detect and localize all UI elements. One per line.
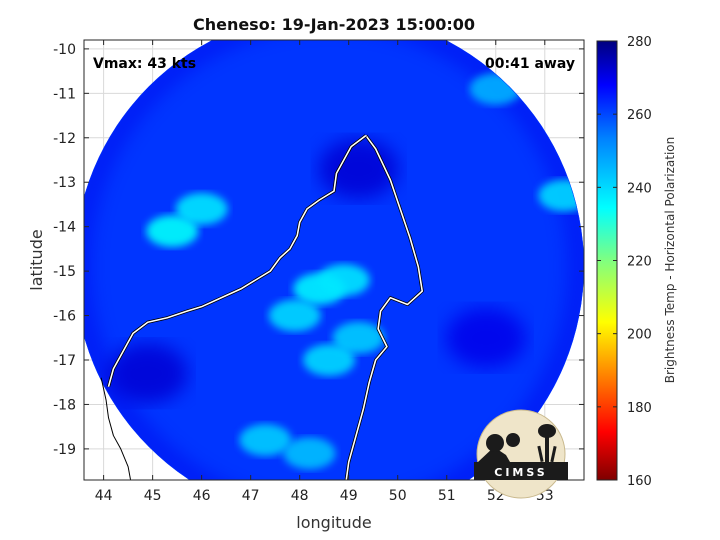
coastline-west <box>107 134 367 387</box>
colorbar-tick-label: 160 <box>627 474 652 489</box>
time-away-annotation: 00:41 away <box>485 56 575 72</box>
cold-feature <box>239 424 292 456</box>
y-axis-ticks: -10 -11 -12 -13 -14 -15 -16 -17 -18 -19 <box>53 42 584 458</box>
warm-feature <box>445 307 526 368</box>
colorbar-tick-label: 180 <box>627 401 652 416</box>
chart-title: Cheneso: 19-Jan-2023 15:00:00 <box>193 15 475 34</box>
coastline-east <box>345 135 424 480</box>
y-tick-label: -17 <box>53 353 76 369</box>
y-axis-label: latitude <box>27 229 46 290</box>
colorbar-tick-label: 260 <box>627 108 652 123</box>
vmax-annotation: Vmax: 43 kts <box>93 56 196 72</box>
y-tick-label: -16 <box>53 309 76 325</box>
swath-rim <box>84 40 584 480</box>
y-tick-label: -14 <box>53 220 76 236</box>
x-tick-label: 46 <box>193 488 211 504</box>
logo-text: CIMSS <box>494 466 547 479</box>
swath-background <box>84 40 584 480</box>
coastline <box>100 134 424 480</box>
y-tick-label: -12 <box>53 131 76 147</box>
x-tick-label: 44 <box>95 488 113 504</box>
x-tick-label: 45 <box>144 488 162 504</box>
coastline-mainland <box>100 377 132 480</box>
y-tick-label: -13 <box>53 175 76 191</box>
x-tick-label: 51 <box>438 488 456 504</box>
y-tick-label: -19 <box>53 442 76 458</box>
colorbar-tick-label: 280 <box>627 35 652 50</box>
cold-feature <box>146 215 199 248</box>
cold-feature <box>175 192 228 225</box>
colorbar-tick-label: 220 <box>627 255 652 270</box>
colorbar-tick-label: 200 <box>627 328 652 343</box>
x-tick-label: 47 <box>242 488 260 504</box>
colorbar: 280 260 240 220 200 180 160 Brightness Temp - … <box>596 35 677 489</box>
y-tick-label: -11 <box>53 86 76 102</box>
cold-feature <box>317 264 370 296</box>
x-tick-label: 50 <box>389 488 407 504</box>
cold-feature <box>332 321 385 354</box>
colorbar-ticks: 280 260 240 220 200 180 160 <box>597 35 652 489</box>
y-tick-label: -18 <box>53 397 76 413</box>
x-tick-label: 49 <box>340 488 358 504</box>
colorbar-tick-label: 240 <box>627 181 652 196</box>
colorbar-label: Brightness Temp - Horizontal Polarizatio… <box>663 137 677 384</box>
warm-feature <box>107 343 188 404</box>
x-axis-label: longitude <box>296 513 371 532</box>
cold-feature <box>268 299 321 332</box>
cold-feature <box>283 437 336 470</box>
brightness-temp-swath <box>84 40 584 480</box>
axes-frame <box>83 39 585 481</box>
x-tick-label: 48 <box>291 488 309 504</box>
cold-feature <box>303 344 356 376</box>
y-tick-label: -10 <box>53 42 76 58</box>
cimss-logo: CIMSS <box>474 409 568 499</box>
x-axis-ticks: 44 45 46 47 48 49 50 51 52 53 <box>95 40 554 504</box>
y-tick-label: -15 <box>53 264 76 280</box>
